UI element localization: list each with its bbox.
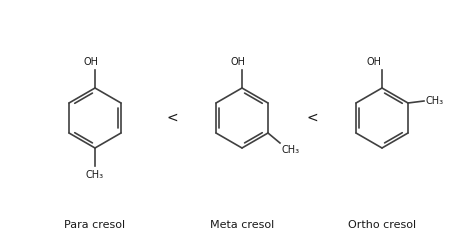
Text: OH: OH	[230, 57, 246, 67]
Text: CH₃: CH₃	[282, 145, 300, 155]
Text: <: <	[306, 111, 318, 125]
Text: <: <	[166, 111, 178, 125]
Text: Meta cresol: Meta cresol	[210, 220, 274, 230]
Text: Ortho cresol: Ortho cresol	[348, 220, 416, 230]
Text: Para cresol: Para cresol	[64, 220, 126, 230]
Text: OH: OH	[366, 57, 382, 67]
Text: CH₃: CH₃	[86, 170, 104, 180]
Text: CH₃: CH₃	[426, 96, 444, 106]
Text: OH: OH	[83, 57, 99, 67]
